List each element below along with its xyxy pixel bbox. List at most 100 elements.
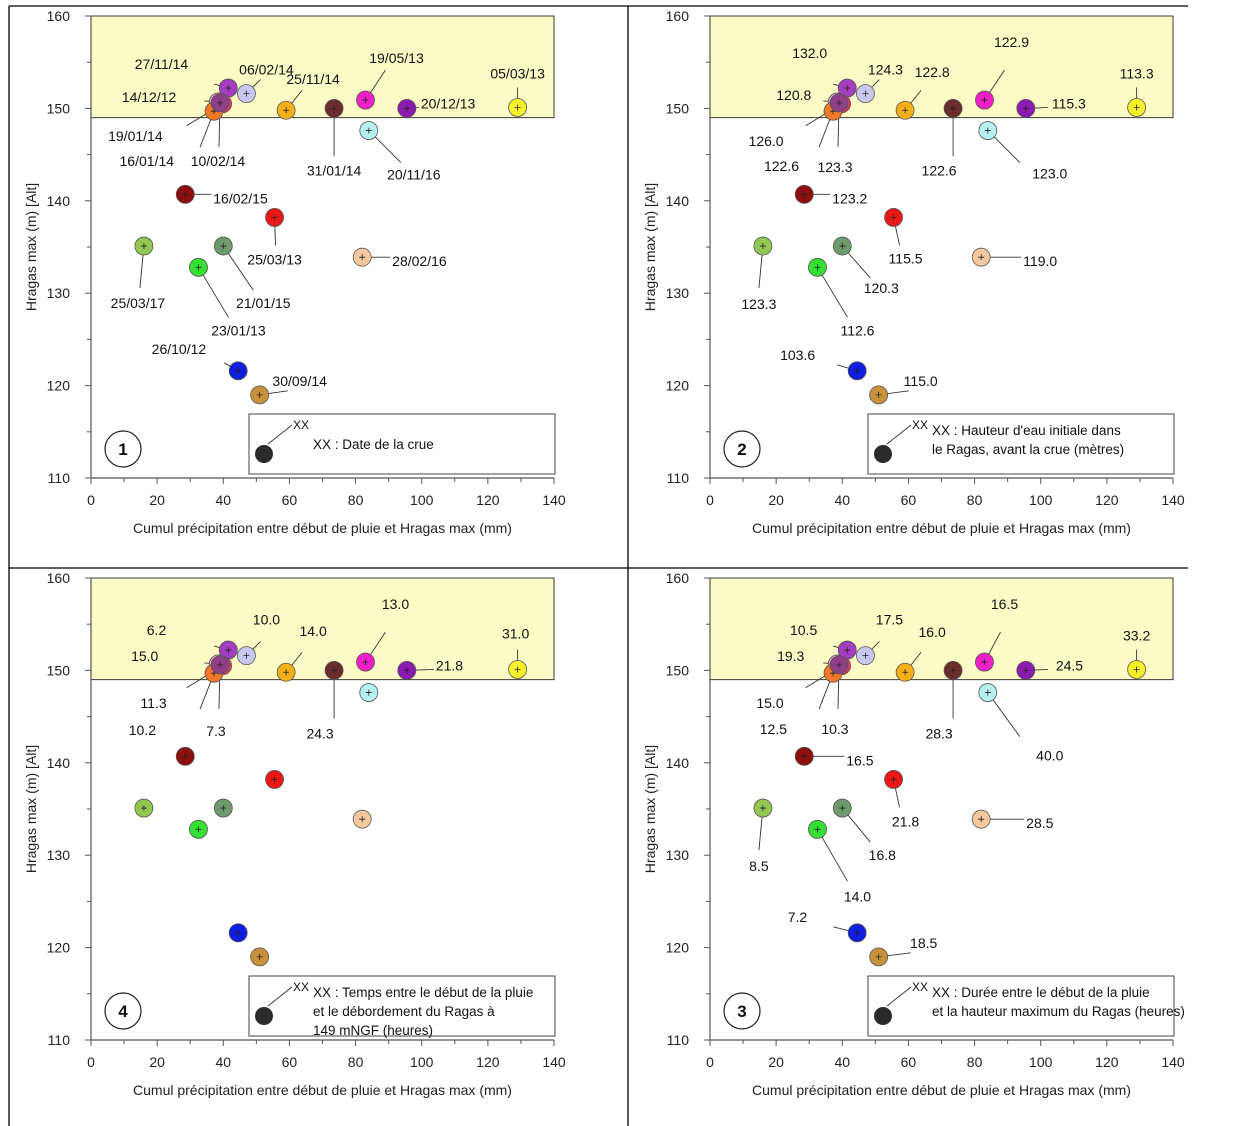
point-annotation: 06/02/14 [239,62,294,78]
point-annotation: 21.8 [436,657,463,673]
y-tick-label: 150 [47,662,71,678]
panel-number-badge [723,992,761,1030]
point-annotation: 16.5 [846,752,873,768]
scatter-panel-2: 0 20 40 60 80 100 120 140 110 120 130 140 150 160 Cumu… [642,8,1185,536]
x-tick-label: 40 [834,1054,850,1070]
point-crosshair [844,85,851,92]
scatter-panel-4: 0 20 40 60 80 100 120 140 110 120 130 140 150 160 Cumu… [23,570,566,1098]
x-tick-label: 120 [476,492,500,508]
x-axis-title: Cumul précipitation entre début de pluie… [133,1082,512,1098]
point-annotation: 103.6 [780,347,815,363]
y-tick-label: 130 [47,847,71,863]
highlight-band [709,577,1174,681]
point-annotation: 11.3 [140,695,166,711]
x-tick-label: 80 [348,1054,364,1070]
point-annotation: 115.5 [889,250,923,266]
point-crosshair [182,191,189,198]
point-crosshair [835,99,842,106]
x-tick-label: 100 [410,1054,434,1070]
point-annotation: 120.3 [864,280,899,296]
point-crosshair [283,107,290,114]
point-annotation: 15.0 [756,695,783,711]
legend-marker [874,445,892,463]
y-tick-label: 150 [666,662,690,678]
point-annotation: 24.3 [306,725,333,741]
point-annotation: 05/03/13 [490,65,545,81]
y-tick-label: 110 [667,1032,690,1048]
y-axis-title: Hragas max (m) [Alt] [23,745,39,873]
y-tick-label: 140 [666,193,690,209]
x-tick-label: 60 [282,492,298,508]
x-tick-label: 120 [476,1054,500,1070]
point-annotation: 13.0 [382,596,409,612]
legend-marker [874,1007,892,1025]
point-crosshair [271,776,278,783]
point-crosshair [403,105,410,112]
point-annotation: 31/01/14 [307,162,362,178]
x-tick-label: 20 [149,1054,165,1070]
point-annotation: 27/11/14 [135,56,189,72]
point-annotation: 18.5 [910,935,937,951]
point-annotation: 126.0 [749,133,784,149]
point-annotation: 26/10/12 [152,341,207,357]
point-crosshair [216,661,223,668]
point-annotation: 122.8 [915,64,950,80]
point-crosshair [981,659,988,666]
x-tick-label: 60 [282,1054,298,1070]
point-crosshair [1133,104,1140,111]
legend-box [867,975,1175,1037]
x-tick-label: 80 [348,492,364,508]
point-annotation: 119.0 [1023,253,1057,269]
x-tick-label: 40 [834,492,850,508]
point-crosshair [225,647,232,654]
scatter-panel-1: 0 20 40 60 80 100 120 140 110 120 130 140 150 160 Cumu… [23,8,566,536]
point-crosshair [256,391,263,398]
y-tick-label: 130 [666,847,690,863]
point-annotation: 122.9 [994,34,1029,50]
point-annotation: 16.5 [991,596,1018,612]
y-tick-label: 160 [666,8,690,24]
point-annotation: 123.3 [741,296,776,312]
point-crosshair [902,669,909,676]
point-annotation: 21/01/15 [236,295,291,311]
point-crosshair [814,264,821,271]
point-crosshair [182,753,189,760]
point-crosshair [950,105,957,112]
point-annotation: 123.3 [817,159,852,175]
panel-number-label: 1 [118,440,127,459]
point-annotation: 31.0 [502,625,529,641]
point-crosshair [243,90,250,97]
point-crosshair [814,826,821,833]
highlight-band [709,15,1174,119]
panel-number-badge [104,430,142,468]
legend-leader [267,424,293,445]
point-crosshair [875,953,882,960]
point-crosshair [862,652,869,659]
point-crosshair [514,104,521,111]
point-annotation: 6.2 [147,622,167,638]
point-annotation: 120.8 [776,87,811,103]
point-crosshair [225,85,232,92]
x-axis-title: Cumul précipitation entre début de pluie… [752,520,1131,536]
y-axis-title: Hragas max (m) [Alt] [642,745,658,873]
legend-box [248,975,556,1037]
y-tick-label: 120 [666,940,690,956]
point-crosshair [984,127,991,134]
point-crosshair [854,929,861,936]
point-crosshair [890,214,897,221]
x-axis-title: Cumul précipitation entre début de pluie… [133,520,512,536]
point-annotation: 33.2 [1123,627,1150,643]
legend-text-line: le Ragas, avant la crue (mètres) [932,442,1124,457]
x-tick-label: 0 [706,492,714,508]
point-annotation: 19.3 [777,648,804,664]
point-annotation: 14.0 [844,888,871,904]
point-crosshair [331,667,338,674]
y-tick-label: 160 [666,570,690,586]
point-annotation: 10.2 [129,722,156,738]
y-tick-label: 150 [47,100,71,116]
x-tick-label: 140 [542,1054,566,1070]
point-crosshair [195,264,202,271]
point-annotation: 113.3 [1120,65,1154,81]
point-crosshair [140,805,147,812]
